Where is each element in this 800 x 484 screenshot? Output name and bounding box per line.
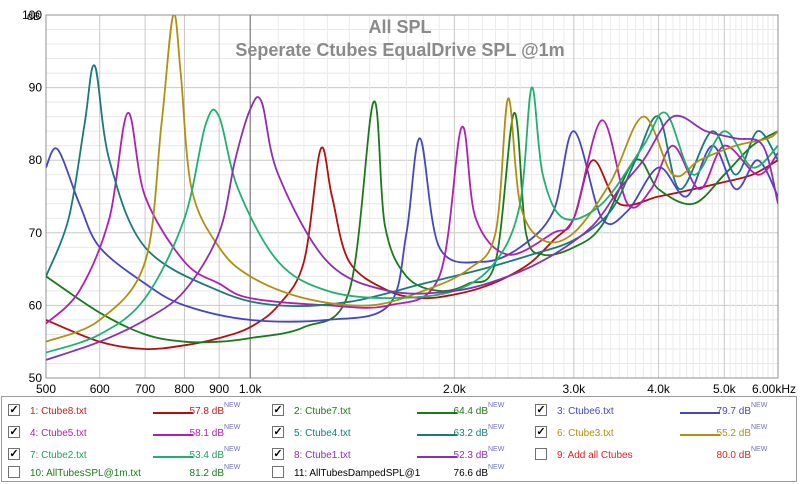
- series-line-ctube1-txt: [46, 96, 778, 361]
- legend-line-swatch: [680, 412, 720, 414]
- legend-line-swatch: [417, 456, 457, 458]
- x-tick-label: 6.00kHz: [752, 382, 796, 396]
- legend-value-text: 81.2 dB: [189, 468, 224, 479]
- x-tick-label: 5.0k: [713, 382, 737, 396]
- legend-value-text: 76.6 dB: [453, 468, 488, 479]
- legend-checkbox[interactable]: [535, 448, 547, 460]
- legend-label: 6: Ctube3.txt: [557, 428, 614, 439]
- legend-label: 11: AllTubesDampedSPL@1: [294, 468, 421, 479]
- legend-new-tag: NEW: [224, 464, 241, 471]
- chart-title: All SPL: [368, 17, 431, 37]
- series-line-ctube6-txt: [46, 130, 778, 323]
- legend-new-tag: NEW: [224, 402, 241, 409]
- legend-item[interactable]: ✓ 1: Ctube8.txt 57.8 dB NEW: [8, 401, 263, 421]
- legend-checkbox[interactable]: ✓: [8, 448, 20, 460]
- legend-checkbox[interactable]: ✓: [272, 426, 284, 438]
- legend-item[interactable]: ✓ 3: Ctube6.txt 79.7 dB NEW: [535, 401, 790, 421]
- legend-item[interactable]: ✓ 5: Ctube4.txt 63.2 dB NEW: [272, 423, 527, 443]
- series-line-ctube3-txt: [46, 15, 778, 343]
- legend-label: 8: Ctube1.txt: [294, 450, 351, 461]
- legend-item[interactable]: ✓ 4: Ctube5.txt 58.1 dB NEW: [8, 423, 263, 443]
- x-tick-label: 900: [209, 382, 229, 396]
- x-tick-label: 1.0k: [239, 382, 263, 396]
- series-line-ctube5-txt: [46, 112, 778, 325]
- legend-new-tag: NEW: [488, 464, 505, 471]
- x-tick-label: 4.0k: [647, 382, 671, 396]
- legend-new-tag: NEW: [751, 402, 768, 409]
- legend-new-tag: NEW: [224, 424, 241, 431]
- legend-label: 5: Ctube4.txt: [294, 428, 351, 439]
- legend-label: 10: AllTubesSPL@1m.txt: [30, 468, 141, 479]
- legend-value-text: 80.0 dB: [716, 450, 751, 461]
- legend-value-text: 52.3 dB: [453, 450, 488, 461]
- legend-value-text: 57.8 dB: [189, 406, 224, 417]
- x-tick-label: 3.0k: [562, 382, 586, 396]
- x-tick-label: 700: [135, 382, 155, 396]
- legend-new-tag: NEW: [751, 424, 768, 431]
- legend-item[interactable]: 11: AllTubesDampedSPL@1 76.6 dB NEW: [272, 463, 527, 483]
- legend-value-text: 55.2 dB: [716, 428, 751, 439]
- legend-label: 3: Ctube6.txt: [557, 406, 614, 417]
- legend-new-tag: NEW: [488, 446, 505, 453]
- y-tick-label: 80: [29, 153, 43, 167]
- legend-item[interactable]: ✓ 2: Ctube7.txt 64.4 dB NEW: [272, 401, 527, 421]
- y-tick-label: 70: [29, 226, 43, 240]
- legend-new-tag: NEW: [488, 402, 505, 409]
- x-tick-label: 2.0k: [443, 382, 467, 396]
- legend-line-swatch: [153, 434, 193, 436]
- legend-value-text: 53.4 dB: [189, 450, 224, 461]
- legend-new-tag: NEW: [751, 446, 768, 453]
- legend-value-text: 79.7 dB: [716, 406, 751, 417]
- legend-checkbox[interactable]: ✓: [535, 426, 547, 438]
- legend-new-tag: NEW: [224, 446, 241, 453]
- legend-checkbox[interactable]: ✓: [8, 426, 20, 438]
- series-line-ctube8-txt: [46, 146, 778, 350]
- legend-line-swatch: [417, 412, 457, 414]
- legend-line-swatch: [153, 412, 193, 414]
- legend-item[interactable]: ✓ 7: Ctube2.txt 53.4 dB NEW: [8, 445, 263, 465]
- legend-item[interactable]: ✓ 6: Ctube3.txt 55.2 dB NEW: [535, 423, 790, 443]
- y-tick-label: 100: [22, 8, 42, 22]
- legend-checkbox[interactable]: [272, 466, 284, 478]
- legend-checkbox[interactable]: ✓: [535, 404, 547, 416]
- y-tick-label: 90: [29, 81, 43, 95]
- chart-subtitle: Seperate Ctubes EqualDrive SPL @1m: [235, 40, 564, 60]
- legend-line-swatch: [417, 434, 457, 436]
- legend-line-swatch: [680, 434, 720, 436]
- y-tick-label: 60: [29, 298, 43, 312]
- legend-line-swatch: [153, 456, 193, 458]
- x-tick-label: 600: [90, 382, 110, 396]
- legend-item[interactable]: 10: AllTubesSPL@1m.txt 81.2 dB NEW: [8, 463, 263, 483]
- legend-checkbox[interactable]: ✓: [272, 448, 284, 460]
- legend-label: 1: Ctube8.txt: [30, 406, 87, 417]
- legend-checkbox[interactable]: ✓: [8, 404, 20, 416]
- legend-value-text: 63.2 dB: [453, 428, 488, 439]
- y-axis-unit-label: dB: [27, 11, 40, 23]
- legend-item[interactable]: ✓ 8: Ctube1.txt 52.3 dB NEW: [272, 445, 527, 465]
- y-tick-label: 50: [29, 371, 43, 385]
- legend-panel: ✓ 1: Ctube8.txt 57.8 dB NEW ✓ 2: Ctube7.txt 64…: [1, 396, 797, 482]
- series-layer: [46, 15, 778, 361]
- legend-checkbox[interactable]: ✓: [272, 404, 284, 416]
- legend-label: 7: Ctube2.txt: [30, 450, 87, 461]
- legend-label: 4: Ctube5.txt: [30, 428, 87, 439]
- legend-item[interactable]: 9: Add all Ctubes 80.0 dB NEW: [535, 445, 790, 465]
- legend-value-text: 58.1 dB: [189, 428, 224, 439]
- legend-new-tag: NEW: [488, 424, 505, 431]
- x-tick-label: 800: [174, 382, 194, 396]
- legend-checkbox[interactable]: [8, 466, 20, 478]
- legend-label: 2: Ctube7.txt: [294, 406, 351, 417]
- legend-label: 9: Add all Ctubes: [557, 450, 633, 461]
- x-tick-label: 500: [36, 382, 56, 396]
- legend-value-text: 64.4 dB: [453, 406, 488, 417]
